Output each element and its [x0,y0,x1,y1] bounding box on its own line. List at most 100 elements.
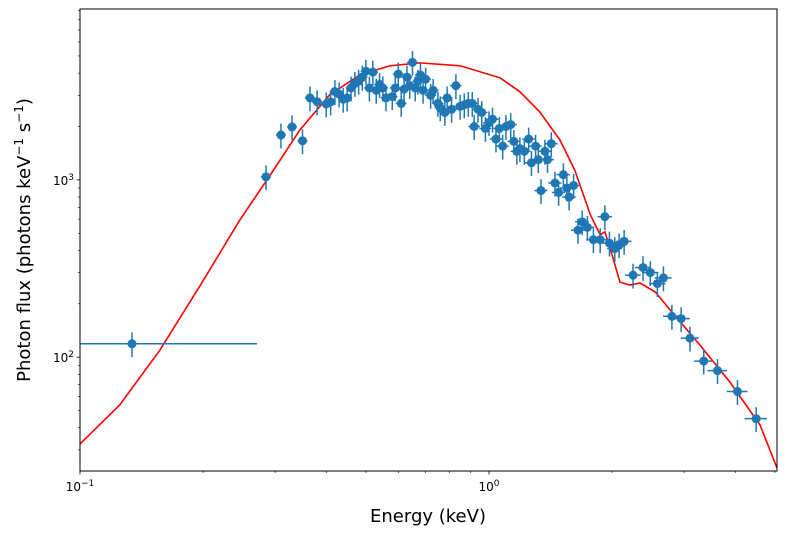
data-marker [428,85,438,95]
data-point [707,359,728,385]
data-marker [600,212,610,222]
data-point [468,115,480,140]
x-axis-label: Energy (keV) [370,506,486,527]
data-marker [447,104,457,114]
data-marker [533,155,543,165]
data-marker [699,356,709,366]
data-marker [276,130,286,140]
y-tick-label: 102 [53,350,74,365]
data-point [566,174,581,199]
data-marker [407,57,417,67]
data-point [450,74,462,100]
data-point [726,380,748,405]
data-marker [628,270,638,280]
data-marker [645,268,655,278]
data-point [466,91,478,117]
data-point [680,326,699,352]
data-marker [298,136,308,146]
data-point [445,97,458,123]
data-point [744,407,767,433]
x-tick-label: 10−1 [66,479,95,494]
data-layer [80,50,767,433]
data-marker [685,333,695,343]
data-point [648,272,666,298]
data-marker [368,67,378,77]
data-marker [658,273,668,283]
data-marker [732,387,742,397]
data-point [261,165,271,191]
data-marker [582,222,592,232]
data-marker [378,83,388,93]
data-marker [526,158,536,168]
model-layer [80,62,777,469]
data-marker [287,122,297,132]
data-marker [676,314,686,324]
data-point [540,148,554,174]
data-point [504,113,517,139]
data-marker [652,279,662,289]
data-marker [488,114,498,124]
data-marker [550,178,560,188]
x-tick-label: 100 [478,479,499,494]
data-marker [524,134,534,144]
data-marker [536,186,546,196]
data-point [592,228,608,254]
data-point [544,132,558,158]
data-point [325,90,336,116]
data-point [597,205,613,231]
data-marker [451,81,461,91]
y-tick-label: 103 [53,173,74,188]
data-point [304,86,315,112]
data-point [625,263,641,289]
data-marker [542,155,552,165]
data-point [406,50,418,76]
data-point [486,107,499,133]
data-point [672,307,690,333]
data-marker [554,187,564,197]
data-marker [558,170,568,180]
data-marker [546,139,556,149]
data-marker [595,235,605,245]
data-point [312,90,323,116]
data-marker [421,74,431,84]
data-point [367,60,378,86]
data-marker [667,311,677,321]
data-marker [477,107,487,117]
model-curve [80,62,777,469]
data-marker [491,134,501,144]
data-point [634,256,651,282]
axes: 10−1 100 102 103 [53,10,776,494]
data-point [529,134,542,160]
data-marker [573,225,583,235]
data-point [616,229,632,255]
data-point [441,86,453,112]
data-marker [509,136,519,146]
data-point [556,163,570,189]
data-marker [519,146,529,156]
data-point [522,127,535,153]
plot-frame [79,8,778,472]
data-point [580,215,595,241]
y-axis-label: Photon flux (photons keV−1 s−1) [12,98,35,382]
data-marker [361,66,371,76]
data-marker [312,97,322,107]
data-point [642,261,659,287]
data-marker [467,98,477,108]
data-point [654,266,672,292]
data-point [395,91,407,117]
data-point [275,123,286,149]
data-marker [713,366,723,376]
data-point [427,78,439,104]
data-point [496,134,509,160]
data-marker [498,141,508,151]
data-point [475,101,488,126]
data-marker [326,97,336,107]
data-marker [442,93,452,103]
data-point [287,115,297,141]
data-point [551,180,566,206]
data-marker [569,180,579,190]
data-marker [751,414,761,424]
data-point [297,129,308,155]
data-point [420,67,432,93]
data-point [694,349,713,375]
